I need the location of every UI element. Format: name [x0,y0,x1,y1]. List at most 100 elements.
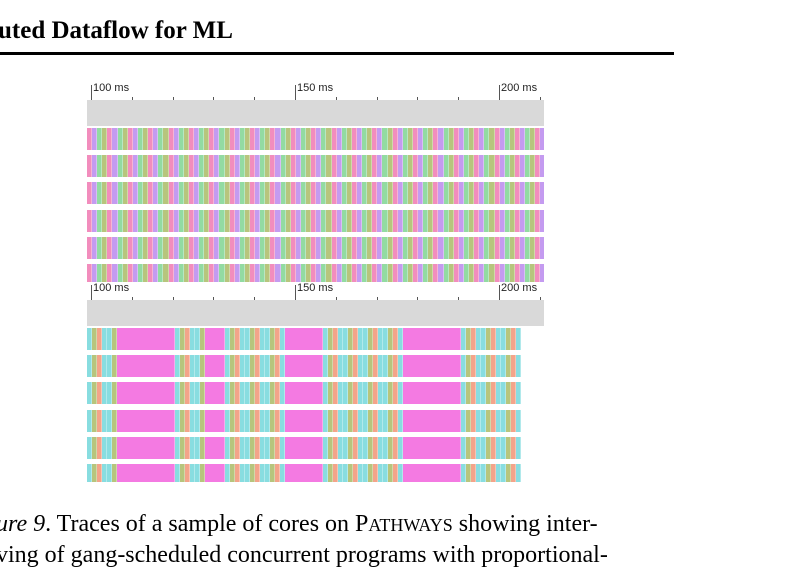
trace-segment [469,264,475,282]
trace-segment [362,128,368,150]
trace-segment [250,128,256,150]
trace-segment [245,437,250,459]
trace-segment [448,237,454,259]
trace-segment [358,410,363,432]
trace-segment [540,237,544,259]
major-tick [499,285,500,300]
trace-segment [525,155,531,177]
trace-segment [479,155,485,177]
trace-segment [501,355,506,377]
trace-segment [235,437,240,459]
trace-segment [132,155,138,177]
trace-segment [270,128,276,150]
trace-segment [87,464,92,482]
trace-segment [358,355,363,377]
trace-segment [486,355,491,377]
track-header-band [87,300,544,326]
trace-segment [87,410,92,432]
trace-segment [343,437,348,459]
trace-segment [214,264,220,282]
trace-segment [504,182,510,204]
trace-segment [260,355,265,377]
core-row [87,437,544,459]
trace-segment [491,355,496,377]
trace-segment [178,237,184,259]
trace-segment [185,355,190,377]
trace-segment [117,464,175,482]
trace-segment [362,182,368,204]
trace-segment [373,437,378,459]
trace-segment [333,437,338,459]
trace-segment [506,437,511,459]
trace-segment [458,182,464,204]
trace-segment [173,155,179,177]
trace-segment [383,437,388,459]
trace-segment [458,237,464,259]
trace-segment [466,328,471,350]
trace-segment [107,210,113,232]
trace-segment [183,237,189,259]
trace-segment [265,410,270,432]
minor-tick [540,297,541,300]
trace-segment [423,264,429,282]
trace-segment [504,237,510,259]
trace-segment [463,155,470,177]
trace-segment [362,210,368,232]
trace-segment [336,182,342,204]
trace-segment [224,237,230,259]
trace-segment [461,410,466,432]
trace-segment [501,464,506,482]
trace-segment [363,410,368,432]
trace-segment [117,237,123,259]
trace-segment [387,264,393,282]
trace-segment [290,155,296,177]
trace-segment [466,464,471,482]
trace-segment [185,382,190,404]
major-tick [295,85,296,100]
trace-segment [209,210,215,232]
trace-segment [463,182,470,204]
trace-segment [418,264,424,282]
trace-segment [280,328,285,350]
trace-segment [245,464,250,482]
trace-segment [280,437,285,459]
trace-segment [525,237,531,259]
trace-segment [92,355,97,377]
trace-segment [148,210,154,232]
trace-segment [122,237,128,259]
trace-segment [438,155,444,177]
trace-segment [481,355,486,377]
caption-text-1: . Traces of a sample of cores on [45,511,356,537]
trace-segment [235,382,240,404]
trace-segment [499,128,505,150]
caption-text-2: showing inter- [452,511,598,537]
trace-segment [348,328,353,350]
trace-segment [368,410,373,432]
trace-segment [229,182,235,204]
trace-segment [516,437,521,459]
trace-segment [479,182,485,204]
trace-segment [132,182,138,204]
trace-segment [205,437,225,459]
core-row [87,382,544,404]
trace-segment [122,264,128,282]
trace-segment [474,237,480,259]
trace-segment [230,464,235,482]
trace-segment [306,155,312,177]
trace-segment [173,264,179,282]
trace-segment [368,355,373,377]
trace-segment [458,155,464,177]
trace-segment [143,155,149,177]
trace-segment [535,237,541,259]
trace-segment [250,410,255,432]
trace-segment [280,355,285,377]
trace-segment [173,210,179,232]
trace-segment [311,237,317,259]
trace-segment [484,155,490,177]
trace-segment [363,464,368,482]
trace-segment [392,128,398,150]
trace-segment [255,128,261,150]
trace-segment [499,182,505,204]
trace-segment [494,182,500,204]
trace-segment [321,155,327,177]
